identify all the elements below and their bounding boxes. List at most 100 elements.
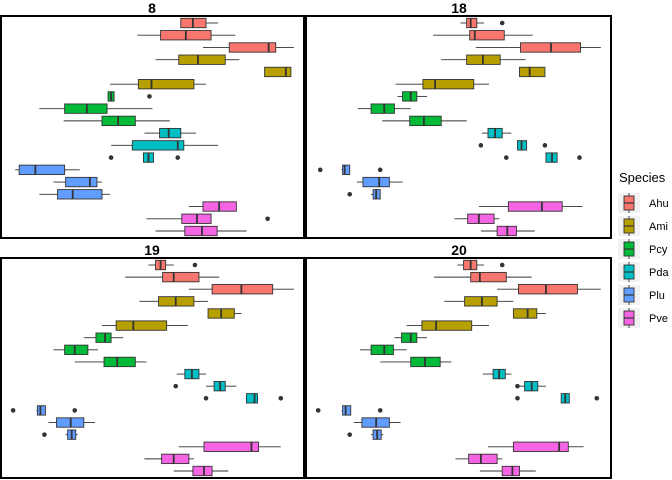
box-pve bbox=[155, 225, 247, 237]
box-pda bbox=[515, 381, 546, 392]
box-body bbox=[409, 115, 442, 127]
box-plu bbox=[317, 164, 383, 175]
outlier-point bbox=[499, 262, 505, 268]
legend-entry-plu: Plu bbox=[618, 285, 665, 305]
box-pda bbox=[515, 393, 600, 404]
box-plu bbox=[15, 164, 80, 175]
outlier-point bbox=[203, 395, 209, 401]
box-plu bbox=[42, 429, 78, 440]
legend-label: Pve bbox=[649, 313, 668, 325]
outlier-point bbox=[594, 395, 600, 401]
box-ami bbox=[441, 54, 526, 65]
outlier-point bbox=[10, 408, 16, 413]
box-pve bbox=[454, 213, 500, 224]
box-body bbox=[115, 320, 168, 331]
box-body bbox=[64, 103, 108, 114]
outlier-point bbox=[175, 155, 181, 160]
box-ahu bbox=[433, 30, 533, 41]
panel-frame bbox=[305, 15, 612, 239]
legend-label: Plu bbox=[649, 290, 665, 302]
box-ahu bbox=[125, 271, 220, 283]
box-body bbox=[161, 453, 190, 465]
box-ami bbox=[102, 320, 188, 331]
box-plu bbox=[48, 417, 95, 428]
box-ahu bbox=[180, 17, 219, 29]
panel-title: 19 bbox=[144, 242, 160, 258]
legend-label: Ahu bbox=[649, 198, 669, 210]
outlier-point bbox=[315, 408, 321, 413]
box-pcy bbox=[380, 356, 452, 368]
box-pve bbox=[188, 201, 237, 212]
panel-title: 18 bbox=[451, 0, 467, 16]
outlier-point bbox=[42, 432, 47, 437]
box-plu bbox=[353, 417, 401, 428]
box-pve bbox=[173, 465, 229, 477]
box-ami bbox=[519, 66, 546, 78]
outlier-point bbox=[478, 143, 484, 148]
box-body bbox=[422, 79, 475, 90]
box-pcy bbox=[39, 103, 153, 114]
legend-entry-pcy: Pcy bbox=[618, 239, 668, 259]
box-pve bbox=[478, 201, 583, 212]
legend-entry-pve: Pve bbox=[618, 308, 668, 328]
box-body bbox=[519, 66, 546, 78]
box-ami bbox=[110, 79, 207, 90]
box-body bbox=[137, 79, 195, 90]
box-body bbox=[342, 164, 351, 175]
box-pda bbox=[203, 393, 284, 404]
box-pcy bbox=[382, 115, 467, 127]
box-body bbox=[203, 441, 259, 452]
box-body bbox=[192, 465, 213, 477]
box-body bbox=[501, 465, 520, 477]
box-pcy bbox=[63, 115, 170, 127]
box-ahu bbox=[203, 42, 294, 53]
outlier-point bbox=[542, 143, 548, 148]
box-ami bbox=[444, 296, 514, 307]
box-ami bbox=[155, 54, 240, 65]
box-body bbox=[467, 213, 495, 224]
box-ami bbox=[512, 308, 546, 319]
outlier-point bbox=[278, 395, 284, 401]
box-pda bbox=[481, 127, 512, 139]
box-pda bbox=[478, 140, 548, 151]
box-body bbox=[466, 17, 478, 29]
legend-title: Species bbox=[619, 170, 666, 185]
outlier-point bbox=[377, 408, 383, 413]
box-body bbox=[512, 441, 569, 452]
panel-title: 20 bbox=[451, 242, 467, 258]
outlier-point bbox=[499, 20, 505, 26]
box-ami bbox=[264, 66, 292, 78]
box-ami bbox=[406, 320, 489, 331]
box-body bbox=[57, 189, 103, 200]
box-plu bbox=[347, 189, 381, 200]
box-pcy bbox=[53, 344, 98, 355]
outlier-point bbox=[173, 383, 179, 389]
outlier-point bbox=[503, 155, 509, 160]
box-plu bbox=[356, 176, 403, 188]
box-body bbox=[402, 91, 418, 102]
outlier-point bbox=[108, 155, 114, 160]
panel-frame bbox=[305, 257, 612, 479]
box-plu bbox=[53, 176, 102, 188]
panel-8: 8 bbox=[0, 0, 305, 239]
box-body bbox=[162, 271, 200, 283]
box-pda bbox=[503, 152, 582, 163]
box-pda bbox=[176, 368, 207, 380]
box-body bbox=[131, 140, 185, 151]
box-ahu bbox=[148, 259, 198, 271]
legend-label: Ami bbox=[649, 221, 668, 233]
box-pcy bbox=[74, 356, 147, 368]
panel-frame bbox=[0, 257, 305, 479]
box-body bbox=[178, 54, 226, 65]
box-body bbox=[342, 405, 352, 416]
box-body bbox=[184, 225, 218, 237]
box-plu bbox=[10, 405, 78, 416]
box-pda bbox=[111, 140, 219, 151]
box-pda bbox=[482, 368, 512, 380]
box-plu bbox=[39, 189, 111, 200]
box-body bbox=[36, 405, 46, 416]
box-body bbox=[18, 164, 66, 175]
box-ahu bbox=[460, 17, 505, 29]
box-ami bbox=[207, 308, 242, 319]
